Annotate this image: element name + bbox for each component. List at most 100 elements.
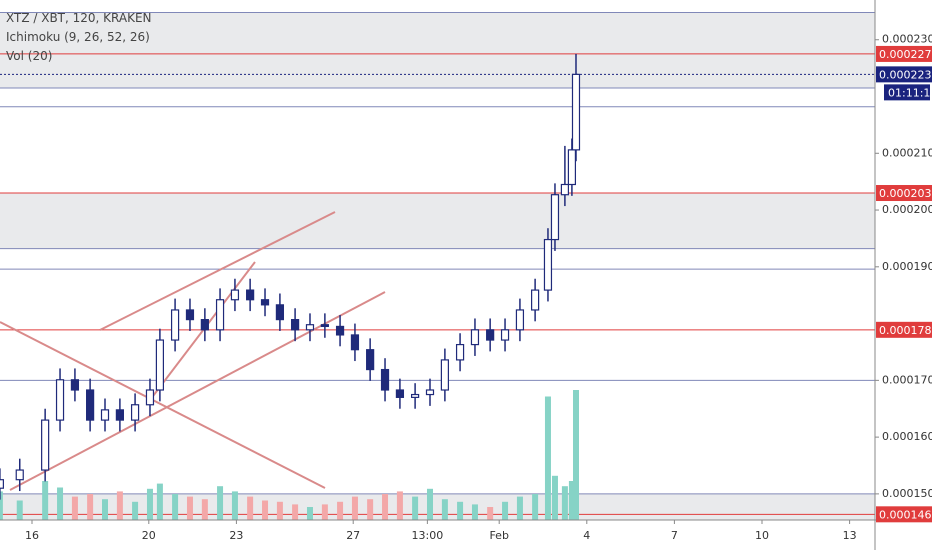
volume-bar (471, 504, 478, 520)
volume-bar (16, 500, 23, 520)
volume-bar (502, 501, 509, 520)
price-label: 0.0001464 (879, 508, 932, 521)
volume-bar (0, 491, 3, 520)
candle-body (380, 368, 390, 391)
candle-body (145, 389, 155, 406)
candle-body (200, 319, 209, 331)
trendline (149, 261, 256, 401)
x-tick-label: 13:00 (412, 529, 444, 542)
volume-bar (321, 504, 328, 520)
price-label: 0.0001789 (879, 324, 932, 337)
chart-title: XTZ / XBT, 120, KRAKEN (6, 11, 152, 25)
x-tick-label: 27 (346, 529, 360, 542)
indicator-label: Vol (20) (6, 49, 52, 63)
trendline (0, 321, 326, 489)
volume-bar (146, 488, 153, 520)
candle-body (486, 329, 495, 341)
candle-body (531, 289, 540, 311)
price-label: 0.0002239 (879, 68, 932, 81)
candle-body (560, 183, 569, 196)
candle-body (320, 324, 329, 328)
volume-bar (262, 500, 269, 520)
price-label-box (876, 321, 932, 338)
candle-body (260, 299, 270, 306)
candle-body (15, 469, 24, 481)
x-tick-label: Feb (489, 529, 508, 542)
x-tick-label: 7 (671, 529, 678, 542)
candle-body (155, 339, 164, 391)
volume-bar (544, 396, 551, 520)
candle-body (55, 379, 65, 421)
volume-bar (132, 501, 139, 520)
candle-body (567, 149, 577, 186)
price-label-box (876, 66, 932, 83)
volume-bar (201, 499, 208, 520)
volume-bars (0, 390, 579, 520)
candle-body (455, 343, 465, 361)
x-tick-label: 13 (843, 529, 857, 542)
countdown-box (884, 84, 930, 101)
volume-bar (487, 507, 494, 520)
x-tick-label: 20 (142, 529, 156, 542)
volume-bar (561, 486, 568, 520)
candle-body (395, 389, 405, 398)
volume-bar (102, 499, 109, 520)
price-label-box (876, 506, 932, 523)
x-axis: 16 20 23 27 13:00 Feb 4 7 10 13 (25, 520, 857, 542)
candle-body (275, 304, 285, 321)
volume-bar (42, 481, 49, 520)
candle-body (515, 309, 525, 331)
candle-body (425, 389, 435, 396)
candle-body (350, 334, 360, 351)
candle-body (185, 309, 195, 321)
x-tick-label: 23 (229, 529, 243, 542)
candle-body (41, 419, 50, 471)
zones (0, 12, 875, 520)
volume-bar (568, 481, 575, 520)
volume-bar (382, 494, 389, 520)
candle-body (411, 393, 420, 398)
candle-body (305, 324, 315, 331)
volume-bar (572, 390, 579, 520)
candle-body (470, 329, 480, 346)
volume-bar (412, 496, 419, 520)
candle-body (366, 349, 375, 371)
candle-body (0, 479, 4, 489)
candle-body (290, 319, 300, 331)
candle-body (100, 409, 110, 421)
candle-body (115, 409, 124, 421)
volume-bar (186, 496, 193, 520)
candle-body (86, 389, 95, 421)
candle-body (500, 329, 510, 341)
volume-bar (116, 491, 123, 520)
countdown-label: 01:11:18 (888, 86, 932, 99)
indicator-label: Ichimoku (9, 26, 52, 26) (6, 30, 150, 44)
x-tick-label: 16 (25, 529, 39, 542)
volume-bar (351, 496, 358, 520)
candles (0, 53, 581, 500)
price-label: 0.0002275 (879, 48, 932, 61)
candle-body (335, 325, 345, 336)
volume-bar (217, 486, 224, 520)
volume-bar (87, 494, 94, 520)
volume-bar (367, 499, 374, 520)
price-label-box (876, 185, 932, 202)
price-label-box (876, 45, 932, 62)
volume-bar (231, 491, 238, 520)
x-tick-label: 4 (583, 529, 590, 542)
candle-body (246, 289, 255, 301)
candle-body (130, 404, 140, 421)
volume-bar (276, 501, 283, 520)
volume-bar (292, 504, 299, 520)
y-tick-label: 0.0002300 (882, 33, 932, 46)
volume-bar (532, 494, 539, 520)
